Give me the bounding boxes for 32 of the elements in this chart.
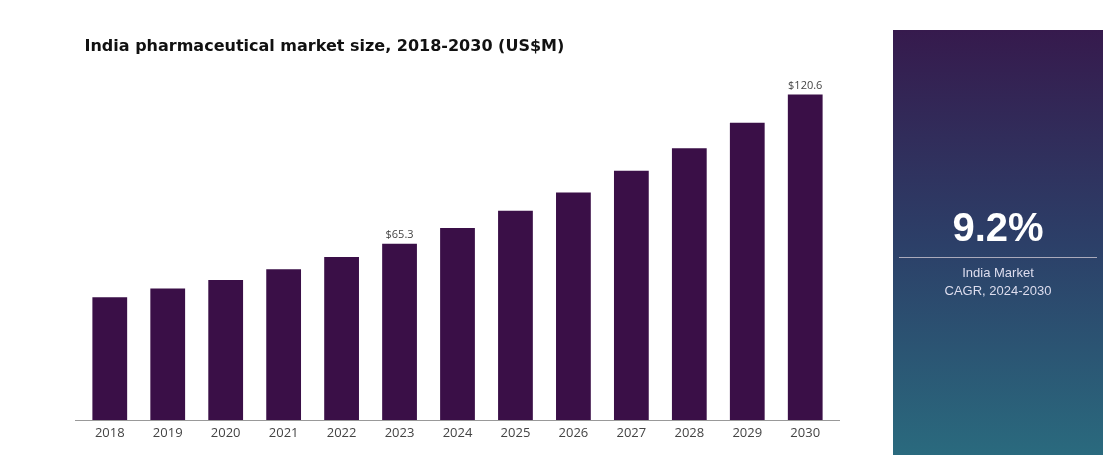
- text: CAGR, 2024-2030: [943, 283, 1053, 298]
- bar: [382, 243, 417, 420]
- x-tick-label: 2019: [152, 422, 183, 441]
- x-tick-label: 2026: [558, 422, 589, 441]
- text: 9.2%: [951, 205, 1045, 250]
- bar: [556, 192, 591, 420]
- data-label: $120.6: [788, 76, 823, 92]
- text: India Market: [961, 265, 1035, 280]
- x-tick-label: 2024: [442, 422, 473, 441]
- chart-title: India pharmaceutical market size, 2018-2030 (US$M): [84, 35, 565, 55]
- x-tick-label: 2027: [616, 422, 647, 441]
- x-tick-label: 2018: [94, 422, 125, 441]
- bar: [92, 297, 128, 420]
- bar: [787, 94, 823, 420]
- x-tick-label: 2020: [210, 422, 241, 441]
- bar: [266, 269, 302, 420]
- bar: [440, 228, 475, 420]
- bar: [150, 288, 186, 420]
- bar: [613, 170, 649, 420]
- x-tick-label: 2023: [384, 422, 415, 441]
- bar: [208, 279, 244, 420]
- x-tick-label: 2022: [326, 422, 357, 441]
- x-tick-label: 2029: [732, 422, 763, 441]
- bar: [671, 148, 707, 420]
- bar: [324, 256, 359, 420]
- data-label: $65.3: [385, 225, 414, 241]
- x-tick-label: 2028: [674, 422, 705, 441]
- x-tick-label: 2030: [790, 422, 821, 441]
- x-tick-label: 2025: [500, 422, 531, 441]
- x-tick-label: 2021: [268, 422, 299, 441]
- bar: [498, 210, 533, 420]
- bar: [729, 122, 765, 420]
